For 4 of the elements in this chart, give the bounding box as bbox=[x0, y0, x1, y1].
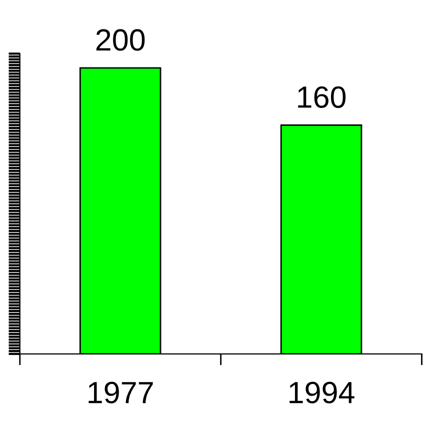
x-tick-label: 1994 bbox=[290, 382, 354, 404]
data-label: 160 bbox=[298, 86, 346, 108]
x-tick-label: 1977 bbox=[88, 382, 153, 404]
data-label: 200 bbox=[96, 29, 145, 51]
